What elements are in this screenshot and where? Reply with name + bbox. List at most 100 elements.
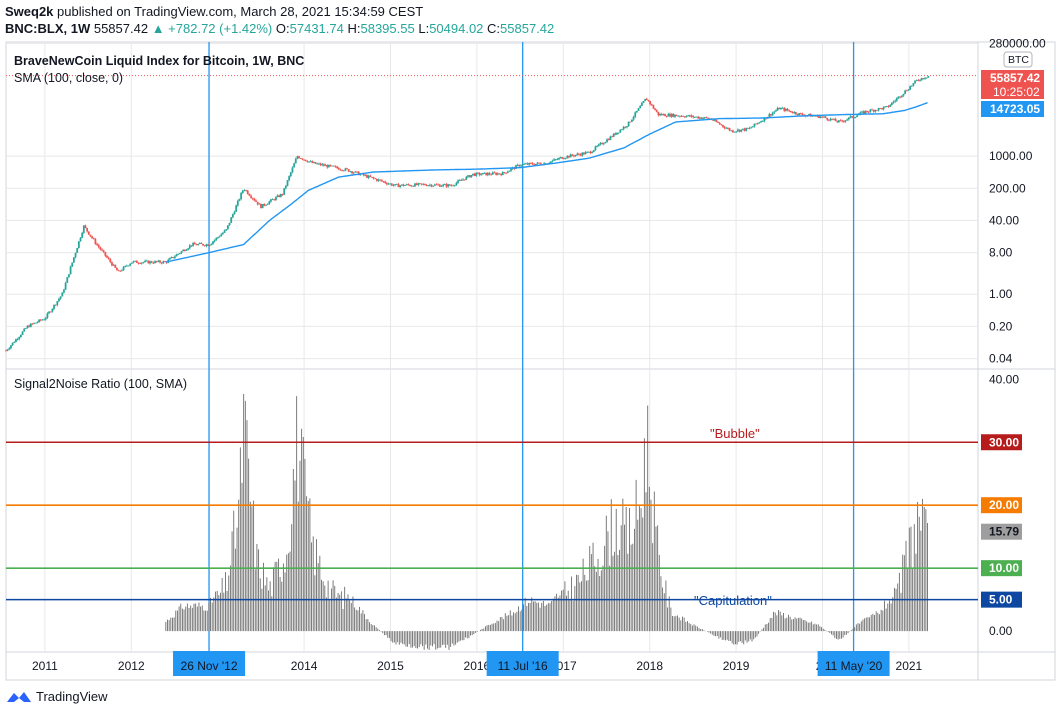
candle-body [864, 110, 867, 114]
candle-body [392, 185, 395, 186]
candle-body [51, 308, 54, 312]
candle-body [869, 109, 872, 112]
candle-body [309, 161, 312, 163]
candle-body [29, 323, 32, 328]
candle-body [241, 190, 244, 193]
candle-body [798, 113, 801, 115]
candle-body [371, 176, 373, 178]
candle-body [412, 185, 415, 187]
candle-body [780, 107, 782, 110]
candle-body [374, 178, 377, 180]
candle-body [834, 118, 837, 122]
candle-body [799, 113, 802, 114]
symbol-name[interactable]: BNC:BLX, 1W [5, 21, 91, 36]
candle-body [208, 245, 211, 246]
candle-body [538, 162, 541, 164]
candle-body [506, 171, 509, 174]
candle-body [612, 133, 615, 137]
candle-body [291, 167, 294, 173]
candle-body [210, 243, 213, 246]
candle-body [682, 115, 685, 117]
candle-body [674, 114, 676, 117]
candle-body [776, 107, 779, 111]
candle-body [56, 301, 59, 305]
currency-badge[interactable]: BTC [1003, 51, 1033, 68]
candle-body [703, 117, 706, 119]
candle-body [586, 151, 589, 153]
candle-body [743, 128, 746, 131]
candle-body [602, 143, 605, 145]
candle-body [465, 176, 468, 180]
candle-body [720, 124, 723, 126]
candle-body [188, 245, 191, 249]
candle-body [831, 118, 834, 120]
candle-body [177, 253, 180, 255]
candle-body [866, 110, 868, 112]
candle-body [877, 108, 880, 111]
candle-body [8, 348, 11, 350]
candle-body [306, 161, 309, 163]
candle-body [354, 171, 357, 173]
candle-body [814, 115, 817, 117]
footer-brand[interactable]: TradingView [6, 689, 108, 704]
candle-body [231, 214, 234, 218]
sma-line[interactable] [165, 102, 928, 263]
candle-body [882, 107, 885, 110]
candle-body [785, 108, 787, 111]
candle-body [892, 101, 895, 103]
sma-value-tag [981, 101, 1044, 117]
candle-body [419, 183, 421, 185]
candle-body [258, 203, 261, 205]
candle-body [15, 339, 17, 343]
candle-body [728, 128, 731, 131]
candle-body [599, 143, 602, 145]
candle-body [256, 201, 259, 205]
candle-body [647, 99, 650, 102]
candle-body [907, 89, 910, 91]
candle-body [121, 270, 123, 272]
candle-body [149, 261, 151, 264]
candle-body [584, 152, 587, 155]
currency-badge-box [1003, 51, 1033, 68]
candle-body [152, 262, 155, 264]
candle-body [733, 131, 736, 133]
price-pane[interactable]: BraveNewCoin Liquid Index for Bitcoin, 1… [5, 54, 978, 352]
candle-body [180, 251, 183, 254]
price-tick-label: 1.00 [989, 287, 1013, 301]
candle-body [735, 131, 738, 133]
s2n-level-tag-text: 30.00 [989, 435, 1019, 449]
candle-body [910, 85, 913, 87]
candle-body [895, 98, 898, 101]
candle-body [475, 172, 478, 176]
candle-body [347, 169, 350, 172]
candle-body [217, 237, 219, 238]
candle-body [554, 159, 557, 161]
candle-body [480, 174, 483, 176]
published-text: published on TradingView.com, March 28, … [57, 4, 424, 19]
candle-body [533, 164, 536, 166]
candle-body [698, 117, 701, 119]
candle-body [556, 159, 559, 161]
candle-body [236, 200, 239, 206]
candle-body [592, 150, 595, 152]
candle-body [659, 113, 661, 116]
author-name[interactable]: Sweq2k [5, 4, 54, 19]
signal2noise-pane[interactable]: Signal2Noise Ratio (100, SMA) "Bubble" "Ca… [6, 377, 978, 650]
candle-body [91, 236, 94, 239]
candle-body [53, 304, 55, 309]
candle-body [849, 116, 852, 118]
candle-body [332, 165, 335, 167]
candle-body [639, 105, 642, 109]
candle-body [579, 154, 582, 156]
candle-body [669, 113, 671, 117]
candle-body [399, 185, 401, 187]
candle-body [248, 194, 251, 196]
candle-body [284, 185, 287, 189]
candle-body [829, 118, 832, 121]
price-tick-label: 0.04 [989, 352, 1013, 366]
candle-body [629, 121, 632, 123]
candle-body [377, 179, 380, 181]
candle-body [490, 174, 493, 176]
candle-body [447, 184, 450, 187]
candle-body [609, 136, 612, 141]
